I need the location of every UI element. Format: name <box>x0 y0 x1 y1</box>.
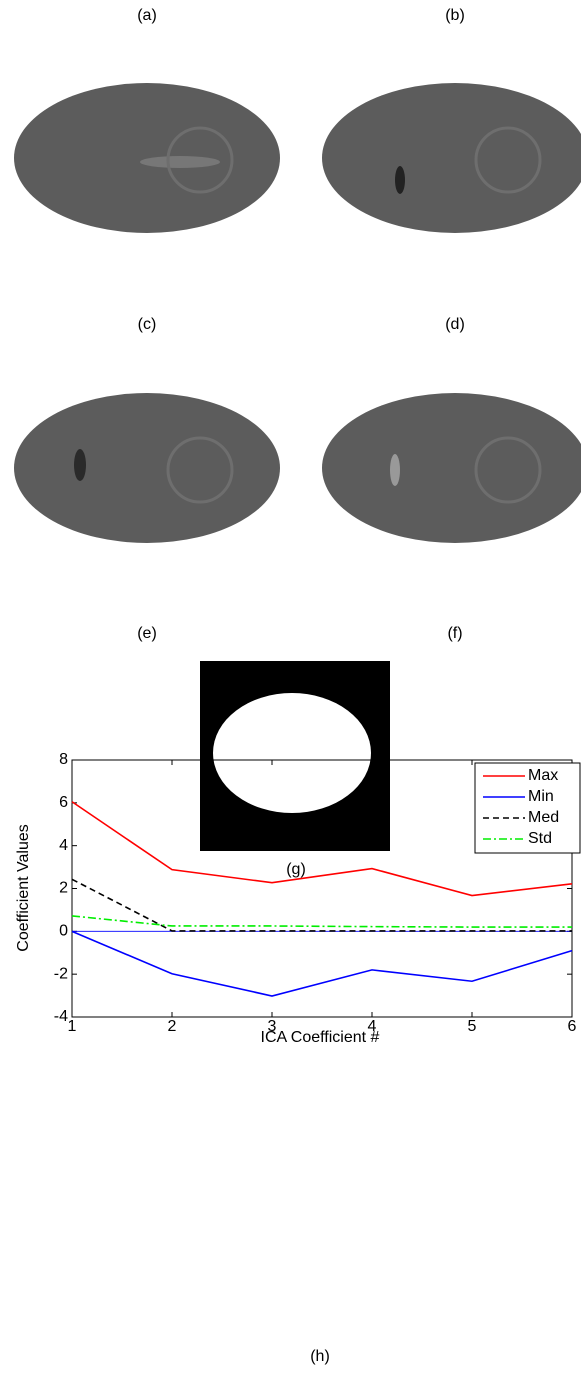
panel-label: (c) <box>138 316 157 333</box>
y-tick-label: 0 <box>59 923 68 940</box>
legend-label: Max <box>528 767 558 784</box>
x-tick-label: 4 <box>368 1018 377 1035</box>
panel-label: (a) <box>137 7 157 24</box>
panel-label: (d) <box>445 316 465 333</box>
series-line <box>72 931 572 996</box>
brain-feature <box>390 454 400 486</box>
panel-label: (e) <box>137 625 157 642</box>
legend-label: Med <box>528 809 559 826</box>
x-tick-label: 2 <box>168 1018 177 1035</box>
x-tick-label: 3 <box>268 1018 277 1035</box>
y-tick-label: 4 <box>59 837 68 854</box>
y-axis-label: Coefficient Values <box>15 824 32 951</box>
panel-label: (b) <box>445 7 465 24</box>
y-tick-label: -2 <box>54 965 68 982</box>
y-tick-label: 8 <box>59 751 68 768</box>
brain-slice <box>14 393 280 543</box>
legend-label: Std <box>528 830 552 847</box>
legend-label: Min <box>528 788 554 805</box>
x-tick-label: 1 <box>68 1018 77 1035</box>
x-tick-label: 6 <box>568 1018 577 1035</box>
brain-images <box>14 83 581 851</box>
panel-label: (f) <box>447 625 462 642</box>
panel-label: (g) <box>286 861 306 878</box>
brain-structure <box>140 156 220 168</box>
x-axis-label: ICA Coefficient # <box>261 1029 380 1046</box>
x-tick-label: 5 <box>468 1018 477 1035</box>
y-tick-label: 6 <box>59 794 68 811</box>
figure: (a) (b) (c) (d) (e) (f) (g) (h) ICA Coef… <box>0 0 581 1372</box>
mask-region <box>213 693 371 813</box>
brain-slice <box>322 393 581 543</box>
y-tick-label: -4 <box>54 1008 68 1025</box>
brain-slice <box>322 83 581 233</box>
panel-label: (h) <box>310 1348 330 1365</box>
y-tick-label: 2 <box>59 880 68 897</box>
brain-feature <box>395 166 405 194</box>
brain-feature <box>74 449 86 481</box>
brain-slice <box>14 83 280 233</box>
